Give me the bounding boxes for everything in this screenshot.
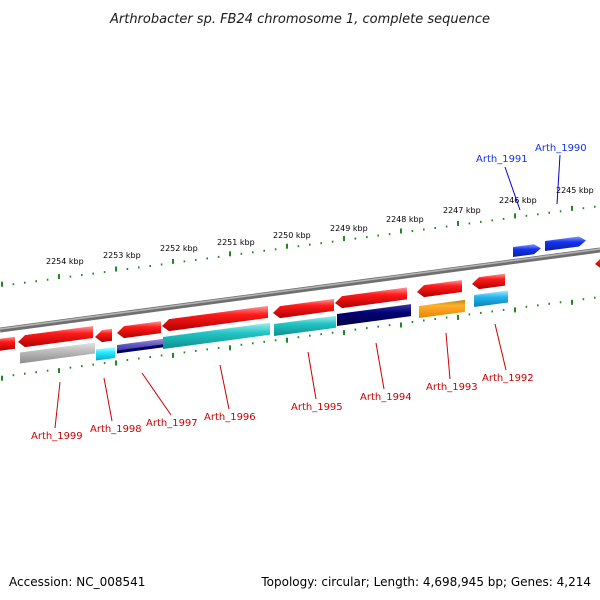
label-leader bbox=[494, 323, 507, 371]
cds-feature-track bbox=[20, 290, 508, 364]
forward-gene-track bbox=[513, 236, 586, 257]
label-leader bbox=[54, 381, 61, 429]
label-leader bbox=[307, 351, 317, 400]
gene-label[interactable]: Arth_1993 bbox=[426, 382, 478, 393]
kbp-label: 2249 kbp bbox=[330, 224, 368, 233]
reverse-gene-arrow[interactable] bbox=[162, 305, 268, 332]
forward-gene-arrow[interactable] bbox=[545, 236, 586, 252]
reverse-gene-arrow[interactable] bbox=[273, 298, 334, 319]
cds-block[interactable] bbox=[474, 290, 508, 308]
cds-block[interactable] bbox=[419, 299, 465, 318]
kbp-label: 2251 kbp bbox=[217, 238, 255, 247]
forward-gene-arrow[interactable] bbox=[513, 244, 541, 257]
label-leader bbox=[103, 377, 113, 422]
reverse-gene-track bbox=[0, 255, 600, 351]
cds-block[interactable] bbox=[96, 347, 115, 361]
label-leader bbox=[219, 364, 230, 410]
gene-label[interactable]: Arth_1999 bbox=[31, 431, 83, 442]
kbp-label: 2250 kbp bbox=[273, 231, 311, 240]
reverse-gene-arrow[interactable] bbox=[335, 287, 407, 309]
gene-label[interactable]: Arth_1994 bbox=[360, 392, 412, 403]
kbp-scale: 2254 kbp 2253 kbp 2252 kbp 2251 kbp 2250 kbp… bbox=[46, 186, 594, 266]
gene-labels: Arth_1999 Arth_1998 Arth_1997 Arth_1996 Arth… bbox=[31, 143, 587, 442]
genome-summary-text: Topology: circular; Length: 4,698,945 bp… bbox=[260, 575, 591, 589]
cds-block[interactable] bbox=[337, 304, 411, 326]
label-leader bbox=[445, 332, 451, 380]
gene-label[interactable]: Arth_1997 bbox=[146, 418, 198, 429]
cds-block[interactable] bbox=[20, 342, 95, 364]
reverse-gene-arrow[interactable] bbox=[95, 328, 112, 343]
gene-label[interactable]: Arth_1992 bbox=[482, 373, 534, 384]
reverse-gene-arrow[interactable] bbox=[18, 326, 93, 348]
gene-label[interactable]: Arth_1995 bbox=[291, 402, 343, 413]
kbp-label: 2246 kbp bbox=[499, 196, 537, 205]
label-leader bbox=[141, 372, 172, 416]
cds-block[interactable] bbox=[274, 315, 336, 336]
reverse-gene-arrow[interactable] bbox=[472, 273, 505, 290]
gene-label[interactable]: Arth_1990 bbox=[535, 143, 587, 154]
backbone-line bbox=[0, 247, 600, 333]
label-leader bbox=[556, 154, 561, 205]
reverse-gene-arrow[interactable] bbox=[595, 255, 600, 269]
reverse-gene-arrow[interactable] bbox=[417, 280, 462, 298]
kbp-label: 2252 kbp bbox=[160, 244, 198, 253]
cds-block[interactable] bbox=[163, 322, 270, 349]
label-leader bbox=[375, 342, 385, 390]
reverse-gene-arrow[interactable] bbox=[0, 336, 15, 351]
map-title: Arthrobacter sp. FB24 chromosome 1, comp… bbox=[109, 12, 490, 27]
kbp-label: 2247 kbp bbox=[443, 206, 481, 215]
gene-label[interactable]: Arth_1996 bbox=[204, 412, 256, 423]
kbp-label: 2253 kbp bbox=[103, 251, 141, 260]
outer-tick-row bbox=[1, 205, 596, 287]
gene-label[interactable]: Arth_1991 bbox=[476, 154, 528, 165]
kbp-label: 2245 kbp bbox=[556, 186, 594, 195]
label-leader-lines bbox=[54, 154, 561, 429]
gene-label[interactable]: Arth_1998 bbox=[90, 424, 142, 435]
chromosome-backbone bbox=[0, 247, 600, 333]
label-leader bbox=[504, 166, 521, 211]
kbp-label: 2254 kbp bbox=[46, 257, 84, 266]
backbone-highlight bbox=[0, 248, 600, 330]
inner-tick-row bbox=[1, 296, 596, 381]
accession-text: Accession: NC_008541 bbox=[9, 575, 145, 589]
reverse-gene-arrow[interactable] bbox=[117, 321, 161, 339]
kbp-label: 2248 kbp bbox=[386, 215, 424, 224]
cds-block[interactable] bbox=[117, 344, 163, 354]
